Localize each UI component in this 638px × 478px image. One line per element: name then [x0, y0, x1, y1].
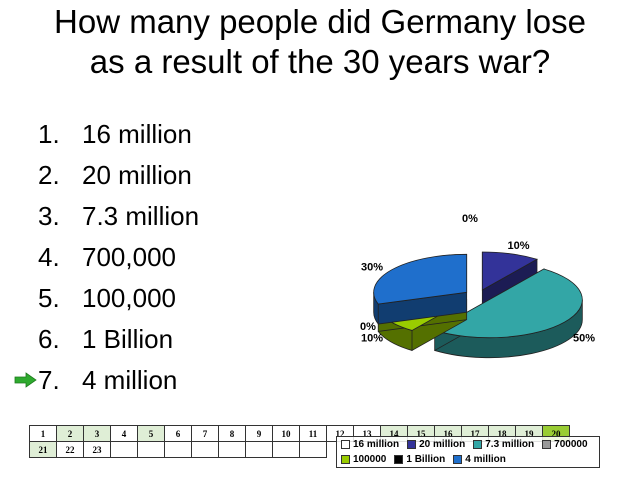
legend-swatch: [453, 455, 463, 464]
grid-cell: [299, 441, 327, 458]
legend-item: 7.3 million: [473, 439, 534, 450]
pie-value-label: 10%: [507, 240, 529, 252]
grid-cell: [218, 441, 246, 458]
answer-number: 5.: [38, 283, 60, 313]
legend-swatch: [407, 440, 417, 449]
pie-value-label: 0%: [360, 321, 376, 333]
grid-cell: 11: [299, 425, 327, 442]
answer-text: 20 million: [82, 160, 192, 190]
legend-swatch: [341, 455, 350, 464]
pie-slice: [433, 268, 583, 359]
grid-cell: 10: [272, 425, 300, 442]
answer-item: 3. 7.3 million: [38, 196, 199, 237]
pie-value-label: 0%: [462, 213, 478, 225]
legend-item: 20 million: [407, 439, 465, 450]
grid-cell: 22: [56, 441, 84, 458]
legend-label: 100000: [353, 454, 387, 465]
answer-text: 700,000: [82, 242, 176, 272]
grid-cell: 2: [56, 425, 84, 442]
legend-label: 4 million: [465, 454, 506, 465]
answer-item: 7. 4 million: [14, 360, 199, 401]
response-grid: 1 2 3 4 5 6 7 8 9 10 11 12 13 14 15 16 17 18 19 20 21 22 23: [29, 425, 570, 458]
grid-cell: 1: [29, 425, 57, 442]
answer-number: 6.: [38, 324, 60, 354]
legend-item: 1 Billion: [394, 454, 445, 465]
answer-number: 1.: [38, 119, 60, 149]
answer-number: 7.: [38, 365, 60, 395]
green-arrow-right-icon: [14, 372, 37, 388]
pie-value-label: 10%: [361, 332, 383, 344]
answer-item: 4. 700,000: [38, 237, 199, 278]
legend-item: 700000: [542, 439, 588, 450]
legend-label: 1 Billion: [406, 454, 446, 465]
grid-cell: 7: [191, 425, 219, 442]
answer-item: 6. 1 Billion: [38, 319, 199, 360]
answer-number: 4.: [38, 242, 60, 272]
answer-number: 2.: [38, 160, 60, 190]
pie-chart: 0%10%50%0%10%30%: [360, 213, 595, 359]
legend-row: 16 million 20 million 7.3 million 700000: [337, 437, 599, 452]
grid-cell: [272, 441, 300, 458]
answer-item: 1. 16 million: [38, 114, 199, 155]
legend-label: 16 million: [353, 439, 400, 450]
legend-label: 7.3 million: [485, 439, 535, 450]
legend-swatch: [394, 455, 404, 464]
grid-cell: [245, 441, 273, 458]
grid-cell: 4: [110, 425, 138, 442]
pie-value-label: 50%: [573, 332, 595, 344]
answer-text: 100,000: [82, 283, 176, 313]
grid-cell: [110, 441, 138, 458]
grid-cell: 6: [164, 425, 192, 442]
grid-cell: [191, 441, 219, 458]
legend-item: 100000: [341, 454, 386, 465]
grid-cell: 9: [245, 425, 273, 442]
answer-text: 7.3 million: [82, 201, 200, 231]
answer-item: 2. 20 million: [38, 155, 199, 196]
answer-text: 16 million: [82, 119, 192, 149]
grid-cell: 5: [137, 425, 165, 442]
legend-item: 16 million: [341, 439, 399, 450]
legend-swatch: [542, 440, 552, 449]
question-title: How many people did Germany lose as a re…: [54, 3, 586, 80]
legend-label: 20 million: [419, 439, 466, 450]
grid-cell: 21: [29, 441, 57, 458]
legend-item: 4 million: [453, 454, 506, 465]
grid-row: 21 22 23: [29, 441, 570, 458]
answer-list: 1. 16 million 2. 20 million 3. 7.3 million 4. 7…: [14, 114, 199, 401]
legend-swatch: [341, 440, 350, 449]
answer-text: 1 Billion: [82, 324, 174, 354]
pie-value-label: 30%: [361, 262, 383, 274]
answer-number: 3.: [38, 201, 60, 231]
grid-cell: 23: [83, 441, 111, 458]
legend-swatch: [473, 440, 483, 449]
answer-text: 4 million: [82, 365, 178, 395]
legend-label: 700000: [554, 439, 588, 450]
grid-cell: 3: [83, 425, 111, 442]
pie-slice: [373, 253, 468, 326]
answer-item: 5. 100,000: [38, 278, 199, 319]
legend-row: 100000 1 Billion 4 million: [337, 452, 599, 467]
grid-cell: [164, 441, 192, 458]
grid-cell: [137, 441, 165, 458]
grid-cell: 8: [218, 425, 246, 442]
chart-legend: 16 million 20 million 7.3 million 700000 10…: [336, 436, 600, 468]
